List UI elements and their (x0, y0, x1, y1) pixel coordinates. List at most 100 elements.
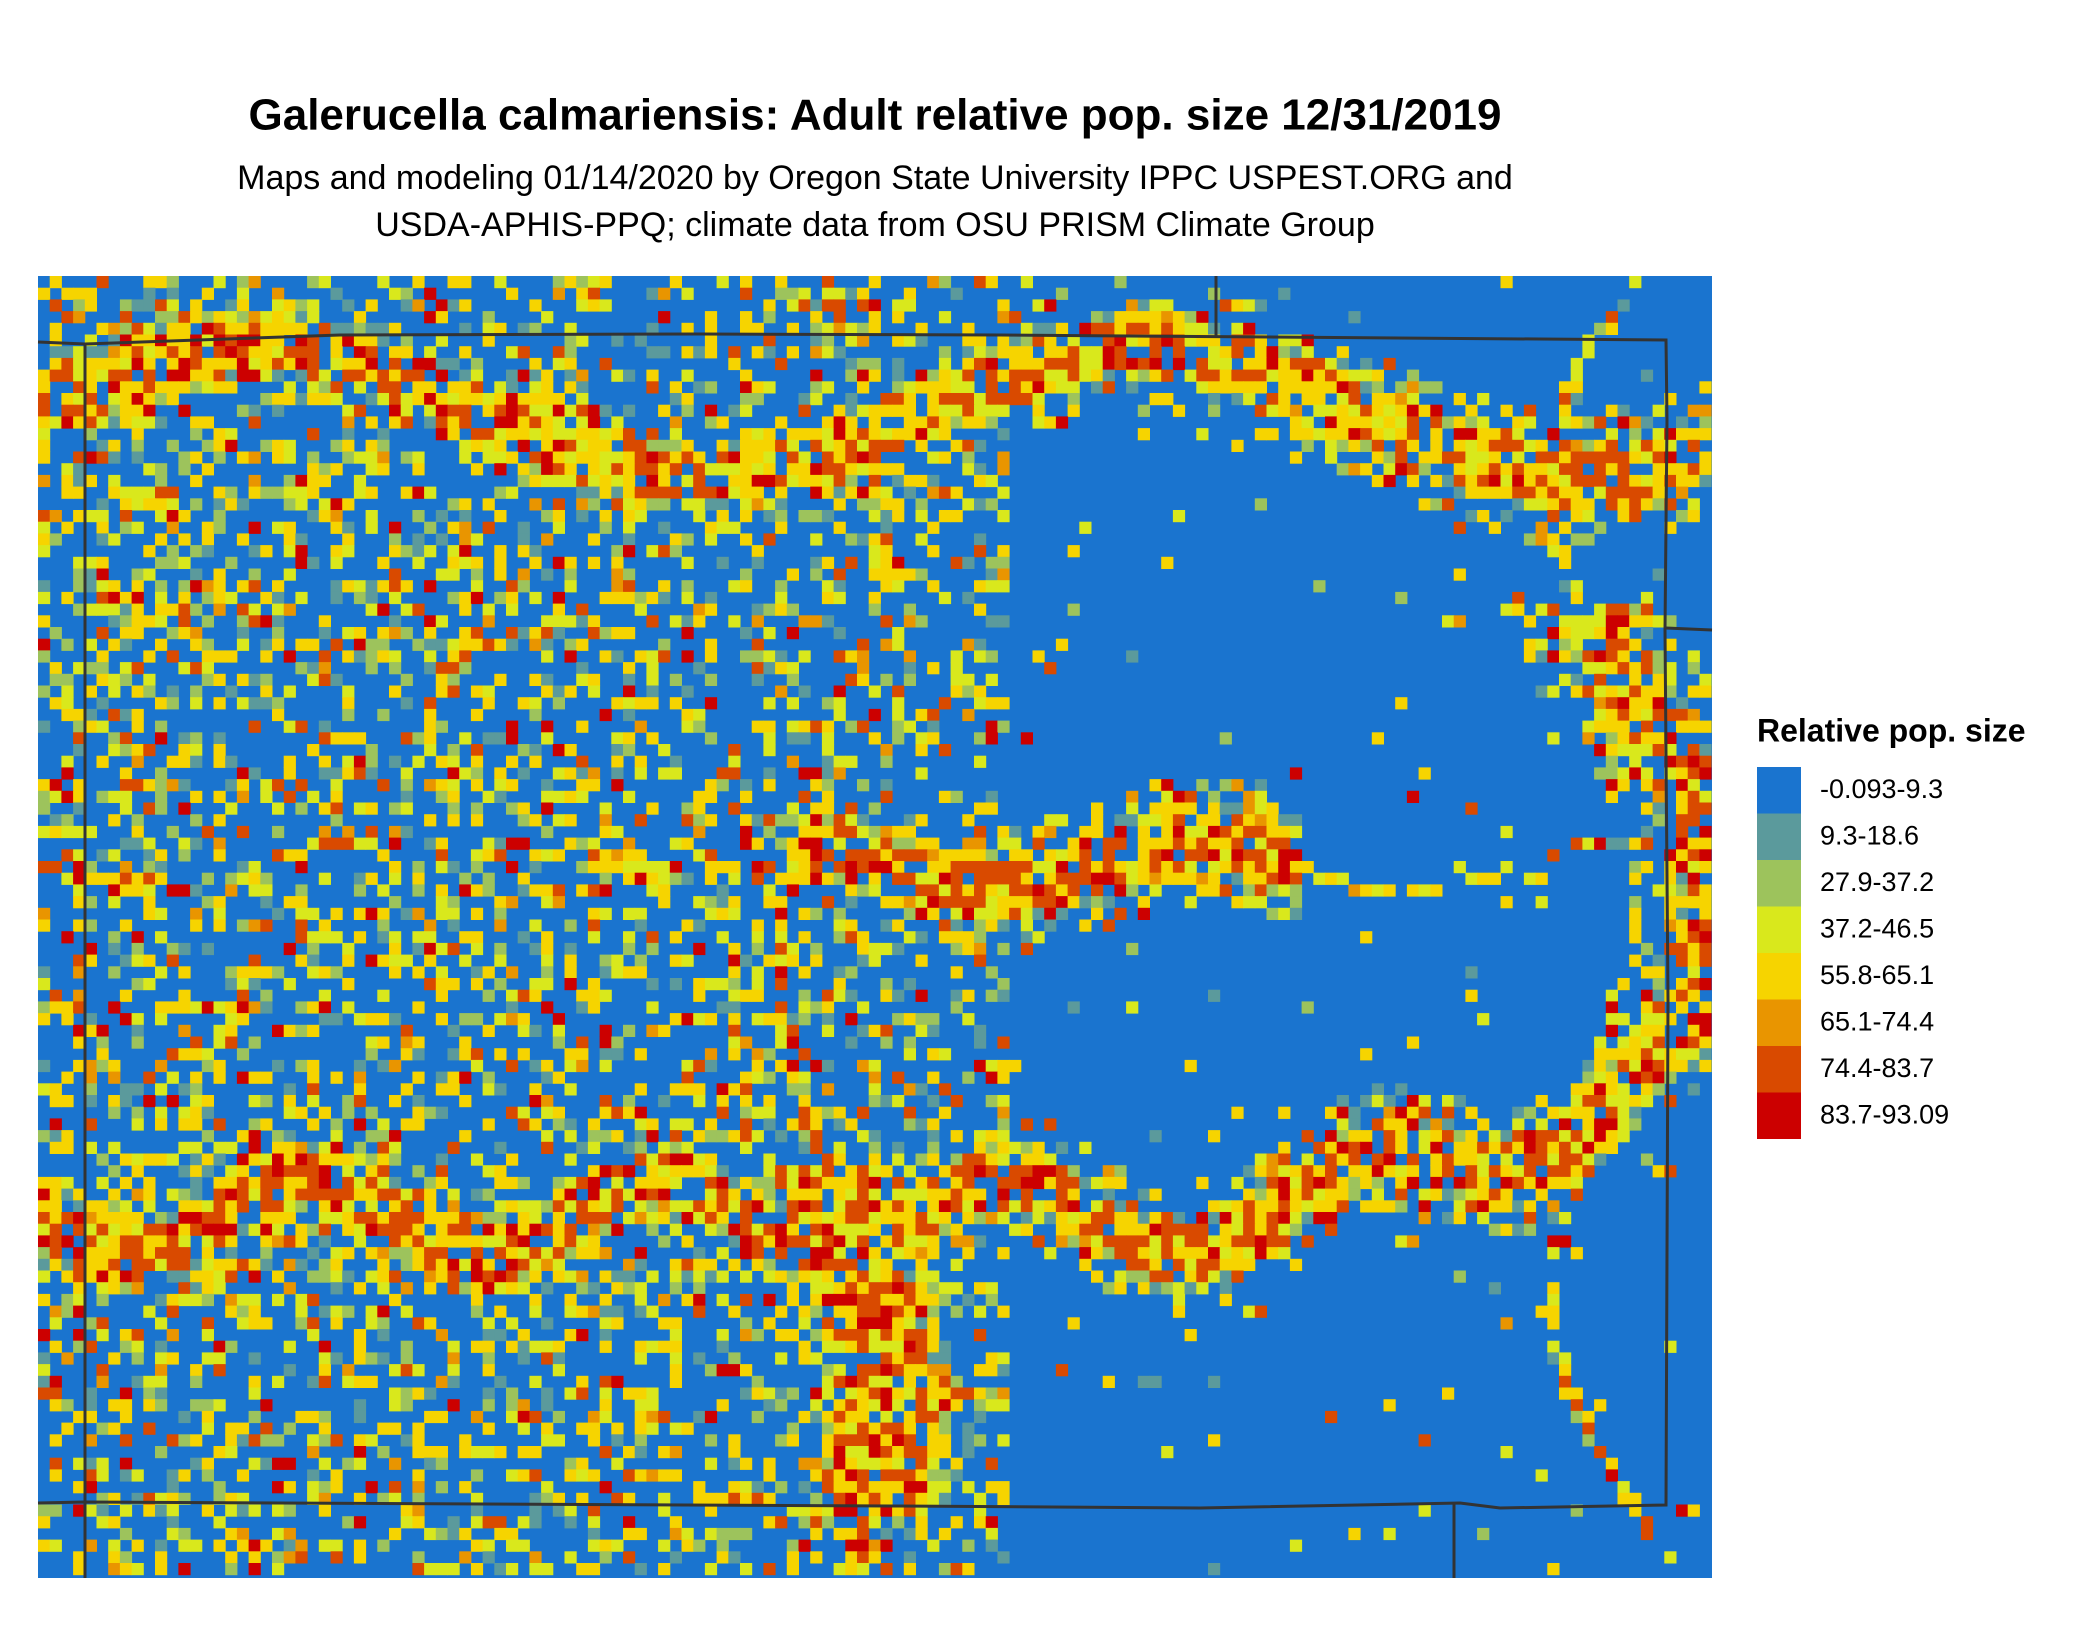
raster-cell (1231, 1223, 1244, 1236)
raster-cell (1301, 369, 1314, 382)
raster-cell (248, 1270, 261, 1283)
raster-cell (857, 287, 870, 300)
raster-cell (704, 1212, 718, 1225)
raster-cell (494, 545, 507, 558)
raster-cell (201, 896, 214, 909)
raster-cell (634, 954, 647, 967)
raster-cell (903, 814, 916, 827)
raster-cell (1465, 451, 1478, 464)
raster-cell (693, 978, 706, 991)
raster-cell (716, 1083, 729, 1096)
raster-cell (845, 1118, 858, 1131)
raster-cell (155, 849, 168, 862)
raster-cell (1254, 346, 1267, 359)
raster-cell (1219, 1270, 1232, 1283)
raster-cell (96, 416, 109, 429)
raster-cell (435, 615, 448, 628)
raster-cell (1617, 1048, 1630, 1061)
raster-cell (108, 591, 121, 605)
raster-cell (389, 393, 402, 406)
raster-cell (318, 463, 331, 476)
raster-cell (1640, 767, 1654, 780)
raster-cell (84, 1258, 97, 1271)
raster-cell (119, 591, 133, 605)
raster-cell (857, 439, 870, 452)
raster-cell (564, 615, 577, 628)
raster-cell (997, 942, 1010, 956)
raster-cell (353, 334, 367, 347)
raster-cell (1126, 369, 1139, 382)
raster-cell (950, 404, 963, 417)
raster-cell (73, 463, 86, 476)
raster-cell (1640, 1095, 1654, 1108)
raster-cell (880, 1235, 893, 1248)
raster-cell (1570, 533, 1583, 546)
raster-cell (693, 1059, 706, 1073)
raster-cell (1091, 346, 1104, 359)
raster-cell (974, 1059, 987, 1073)
raster-cell (494, 896, 507, 909)
raster-cell (342, 357, 355, 371)
raster-cell (1383, 404, 1396, 417)
raster-cell (353, 1176, 367, 1190)
raster-cell (470, 685, 484, 698)
raster-cell (108, 381, 121, 394)
raster-cell (459, 521, 472, 534)
raster-cell (517, 1024, 530, 1037)
raster-cell (564, 978, 577, 991)
raster-cell (131, 346, 144, 359)
raster-cell (190, 428, 203, 441)
raster-cell (1500, 603, 1513, 616)
raster-cell (248, 966, 261, 979)
raster-cell (681, 802, 694, 815)
raster-cell (1219, 346, 1232, 359)
raster-cell (927, 1223, 940, 1236)
raster-cell (693, 381, 706, 394)
raster-cell (1594, 1095, 1607, 1108)
raster-cell (1652, 1001, 1665, 1014)
raster-cell (412, 1036, 425, 1049)
raster-cell (73, 954, 86, 967)
raster-cell (833, 428, 846, 441)
raster-cell (1699, 720, 1712, 733)
raster-cell (1137, 369, 1150, 382)
raster-cell (201, 1258, 214, 1271)
raster-cell (623, 732, 636, 745)
raster-cell (330, 287, 343, 300)
raster-cell (810, 720, 823, 733)
raster-cell (1208, 1200, 1221, 1213)
raster-cell (763, 1165, 776, 1178)
raster-cell (73, 849, 86, 862)
raster-cell (950, 1235, 963, 1248)
raster-cell (143, 276, 156, 289)
raster-cell (915, 1223, 928, 1236)
raster-cell (1161, 311, 1174, 324)
raster-cell (997, 556, 1010, 569)
raster-cell (962, 884, 975, 897)
raster-cell (740, 1212, 753, 1225)
raster-cell (272, 299, 285, 312)
raster-cell (143, 486, 156, 499)
raster-cell (1102, 369, 1115, 382)
raster-cell (868, 311, 881, 324)
raster-cell (506, 837, 519, 850)
raster-cell (868, 486, 881, 499)
raster-cell (166, 1270, 179, 1283)
raster-cell (576, 381, 589, 394)
raster-cell (225, 498, 238, 511)
raster-cell (634, 1188, 647, 1201)
raster-cell (342, 1223, 355, 1236)
raster-cell (260, 591, 273, 605)
raster-cell (190, 603, 203, 616)
raster-cell (962, 498, 975, 511)
raster-cell (377, 779, 390, 792)
raster-cell (903, 393, 916, 406)
raster-cell (248, 346, 261, 359)
raster-cell (845, 673, 858, 686)
raster-cell (84, 556, 97, 569)
raster-cell (763, 299, 776, 312)
raster-cell (318, 1165, 331, 1178)
raster-cell (377, 954, 390, 967)
raster-cell (599, 966, 612, 979)
raster-cell (751, 1188, 764, 1201)
